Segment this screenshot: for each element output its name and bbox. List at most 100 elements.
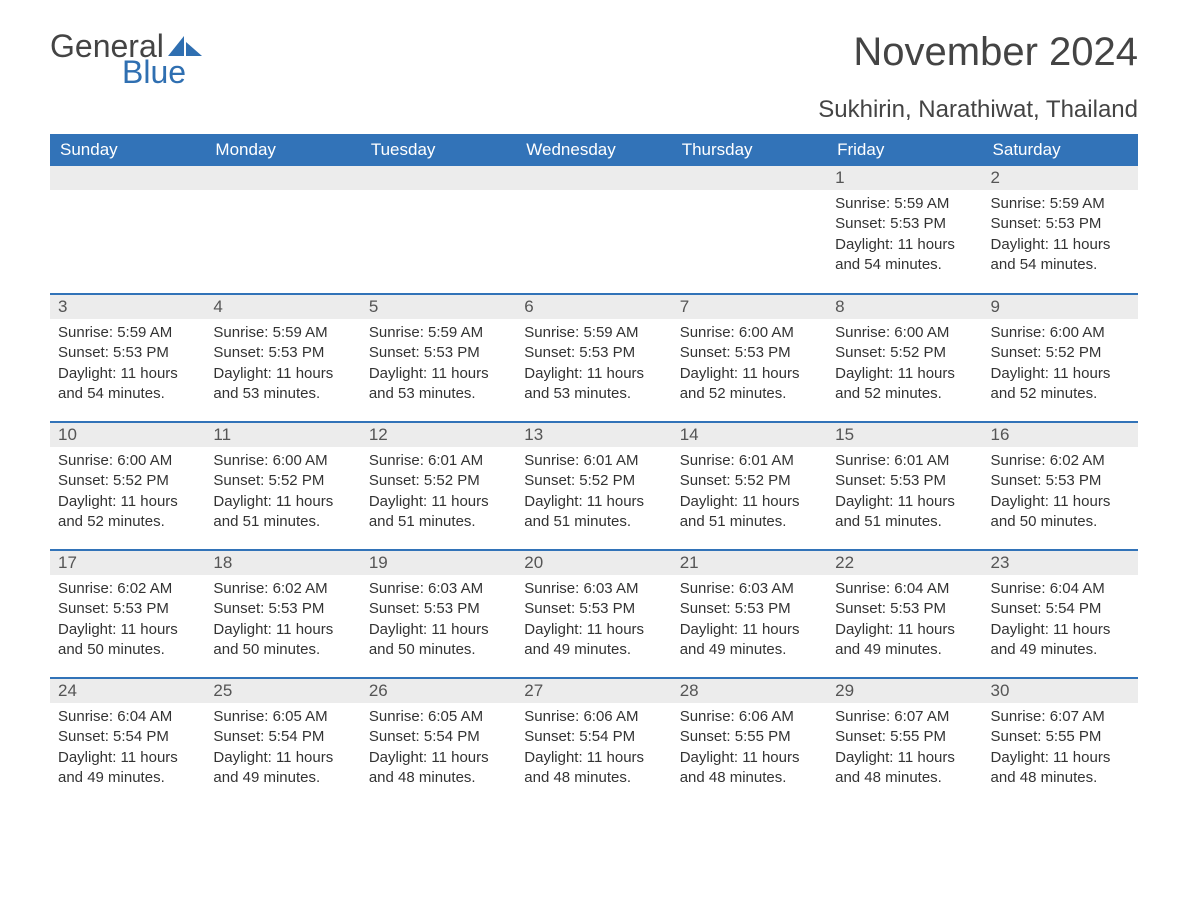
day-number [672,166,827,190]
calendar-day-cell: 3Sunrise: 5:59 AMSunset: 5:53 PMDaylight… [50,294,205,422]
day-details: Sunrise: 6:04 AMSunset: 5:54 PMDaylight:… [983,575,1138,668]
day-number: 20 [516,551,671,575]
calendar-day-cell [50,166,205,294]
day-number: 5 [361,295,516,319]
sunrise-line: Sunrise: 6:07 AM [991,707,1130,727]
daylight-line: Daylight: 11 hours and 52 minutes. [58,492,197,533]
sunrise-line: Sunrise: 6:00 AM [58,451,197,471]
day-number: 11 [205,423,360,447]
day-number: 23 [983,551,1138,575]
calendar-day-cell: 25Sunrise: 6:05 AMSunset: 5:54 PMDayligh… [205,678,360,806]
daylight-line: Daylight: 11 hours and 54 minutes. [58,364,197,405]
day-details [361,190,516,202]
day-number: 13 [516,423,671,447]
sunset-line: Sunset: 5:55 PM [680,727,819,747]
sunset-line: Sunset: 5:54 PM [58,727,197,747]
daylight-line: Daylight: 11 hours and 50 minutes. [213,620,352,661]
daylight-line: Daylight: 11 hours and 51 minutes. [369,492,508,533]
col-monday: Monday [205,134,360,166]
daylight-line: Daylight: 11 hours and 48 minutes. [991,748,1130,789]
day-details: Sunrise: 6:00 AMSunset: 5:53 PMDaylight:… [672,319,827,412]
day-details [205,190,360,202]
sunset-line: Sunset: 5:52 PM [835,343,974,363]
calendar-day-cell: 17Sunrise: 6:02 AMSunset: 5:53 PMDayligh… [50,550,205,678]
sunrise-line: Sunrise: 6:04 AM [835,579,974,599]
calendar-week-row: 3Sunrise: 5:59 AMSunset: 5:53 PMDaylight… [50,294,1138,422]
day-number: 1 [827,166,982,190]
day-details: Sunrise: 5:59 AMSunset: 5:53 PMDaylight:… [827,190,982,283]
calendar-day-cell: 7Sunrise: 6:00 AMSunset: 5:53 PMDaylight… [672,294,827,422]
sunset-line: Sunset: 5:52 PM [680,471,819,491]
sunset-line: Sunset: 5:54 PM [369,727,508,747]
calendar-header-row: Sunday Monday Tuesday Wednesday Thursday… [50,134,1138,166]
daylight-line: Daylight: 11 hours and 54 minutes. [991,235,1130,276]
day-details: Sunrise: 6:01 AMSunset: 5:52 PMDaylight:… [516,447,671,540]
daylight-line: Daylight: 11 hours and 51 minutes. [680,492,819,533]
calendar-day-cell: 16Sunrise: 6:02 AMSunset: 5:53 PMDayligh… [983,422,1138,550]
day-details: Sunrise: 5:59 AMSunset: 5:53 PMDaylight:… [516,319,671,412]
daylight-line: Daylight: 11 hours and 48 minutes. [835,748,974,789]
sunrise-line: Sunrise: 6:04 AM [991,579,1130,599]
day-details: Sunrise: 5:59 AMSunset: 5:53 PMDaylight:… [983,190,1138,283]
day-details: Sunrise: 6:01 AMSunset: 5:52 PMDaylight:… [361,447,516,540]
day-number: 8 [827,295,982,319]
day-number: 10 [50,423,205,447]
sunset-line: Sunset: 5:53 PM [213,599,352,619]
daylight-line: Daylight: 11 hours and 52 minutes. [680,364,819,405]
sunrise-line: Sunrise: 5:59 AM [991,194,1130,214]
calendar-day-cell: 14Sunrise: 6:01 AMSunset: 5:52 PMDayligh… [672,422,827,550]
calendar-day-cell: 13Sunrise: 6:01 AMSunset: 5:52 PMDayligh… [516,422,671,550]
sunrise-line: Sunrise: 6:00 AM [213,451,352,471]
day-details: Sunrise: 6:00 AMSunset: 5:52 PMDaylight:… [205,447,360,540]
day-number: 29 [827,679,982,703]
day-details [672,190,827,202]
sunrise-line: Sunrise: 5:59 AM [369,323,508,343]
daylight-line: Daylight: 11 hours and 48 minutes. [680,748,819,789]
day-details: Sunrise: 6:06 AMSunset: 5:54 PMDaylight:… [516,703,671,796]
sunset-line: Sunset: 5:53 PM [524,599,663,619]
daylight-line: Daylight: 11 hours and 49 minutes. [991,620,1130,661]
calendar-day-cell: 8Sunrise: 6:00 AMSunset: 5:52 PMDaylight… [827,294,982,422]
calendar-day-cell: 18Sunrise: 6:02 AMSunset: 5:53 PMDayligh… [205,550,360,678]
daylight-line: Daylight: 11 hours and 48 minutes. [524,748,663,789]
sunrise-line: Sunrise: 6:00 AM [680,323,819,343]
calendar-day-cell [205,166,360,294]
sunrise-line: Sunrise: 6:01 AM [369,451,508,471]
sunrise-line: Sunrise: 6:01 AM [524,451,663,471]
col-wednesday: Wednesday [516,134,671,166]
daylight-line: Daylight: 11 hours and 51 minutes. [835,492,974,533]
day-number [516,166,671,190]
sunrise-line: Sunrise: 6:03 AM [524,579,663,599]
sunrise-line: Sunrise: 5:59 AM [58,323,197,343]
day-details: Sunrise: 6:00 AMSunset: 5:52 PMDaylight:… [983,319,1138,412]
sunset-line: Sunset: 5:52 PM [524,471,663,491]
sunrise-line: Sunrise: 6:01 AM [680,451,819,471]
calendar-day-cell: 6Sunrise: 5:59 AMSunset: 5:53 PMDaylight… [516,294,671,422]
day-details: Sunrise: 6:03 AMSunset: 5:53 PMDaylight:… [516,575,671,668]
calendar-table: Sunday Monday Tuesday Wednesday Thursday… [50,134,1138,806]
day-details: Sunrise: 6:02 AMSunset: 5:53 PMDaylight:… [50,575,205,668]
month-title: November 2024 [853,30,1138,75]
sunrise-line: Sunrise: 6:06 AM [680,707,819,727]
sunrise-line: Sunrise: 6:04 AM [58,707,197,727]
day-details: Sunrise: 6:02 AMSunset: 5:53 PMDaylight:… [983,447,1138,540]
calendar-week-row: 24Sunrise: 6:04 AMSunset: 5:54 PMDayligh… [50,678,1138,806]
day-details: Sunrise: 6:06 AMSunset: 5:55 PMDaylight:… [672,703,827,796]
day-number: 26 [361,679,516,703]
daylight-line: Daylight: 11 hours and 51 minutes. [524,492,663,533]
calendar-day-cell: 29Sunrise: 6:07 AMSunset: 5:55 PMDayligh… [827,678,982,806]
sunrise-line: Sunrise: 6:00 AM [835,323,974,343]
day-number: 19 [361,551,516,575]
daylight-line: Daylight: 11 hours and 49 minutes. [680,620,819,661]
day-number: 9 [983,295,1138,319]
daylight-line: Daylight: 11 hours and 54 minutes. [835,235,974,276]
day-details: Sunrise: 6:04 AMSunset: 5:54 PMDaylight:… [50,703,205,796]
sunrise-line: Sunrise: 6:03 AM [680,579,819,599]
col-thursday: Thursday [672,134,827,166]
col-tuesday: Tuesday [361,134,516,166]
day-number: 17 [50,551,205,575]
calendar-day-cell: 23Sunrise: 6:04 AMSunset: 5:54 PMDayligh… [983,550,1138,678]
calendar-day-cell: 1Sunrise: 5:59 AMSunset: 5:53 PMDaylight… [827,166,982,294]
sunrise-line: Sunrise: 5:59 AM [524,323,663,343]
day-number: 22 [827,551,982,575]
